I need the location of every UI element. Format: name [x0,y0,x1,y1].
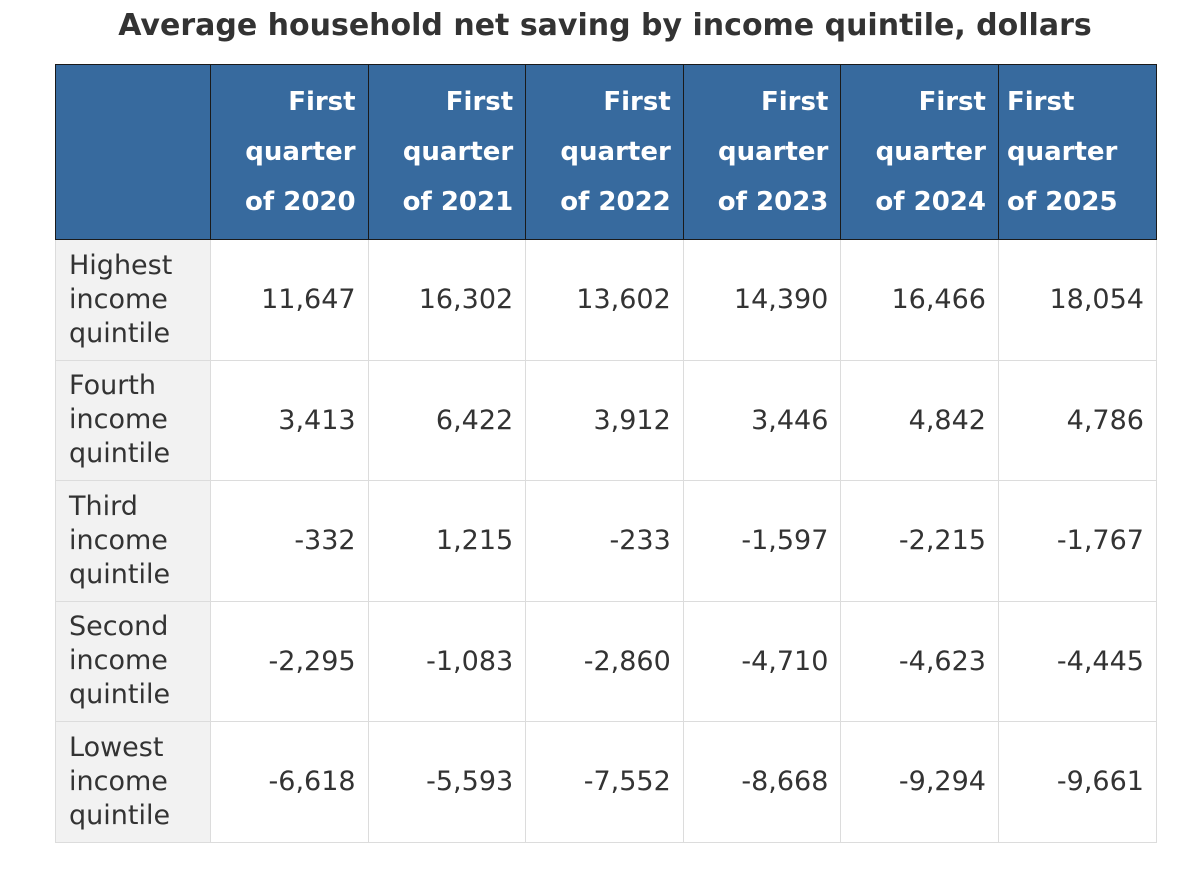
table-cell: 3,912 [525,359,684,481]
table-cell: -233 [525,480,684,602]
column-header-2020: First quarter of 2020 [210,64,369,240]
row-label-line: Highest [69,249,173,281]
column-header-line: quarter [402,137,514,167]
table-row-second: Second income quintile -2,295 -1,083 -2,… [55,600,1157,722]
table-row-third: Third income quintile -332 1,215 -233 -1… [55,480,1157,602]
column-header-line: of 2022 [560,187,671,217]
row-label: Fourth income quintile [55,359,211,481]
row-label-line: Lowest [69,731,164,763]
column-header-line: quarter [560,137,671,167]
table-cell: -9,294 [840,721,999,843]
table-cell: 13,602 [525,239,684,361]
table-cell: -1,767 [997,480,1157,602]
row-label-line: income [69,645,168,677]
table-cell: 16,466 [840,239,999,361]
row-label-line: Fourth [69,370,156,402]
table-cell: 6,422 [367,359,527,481]
table-cell: 3,446 [682,359,842,481]
column-header-line: of 2024 [875,187,986,217]
row-label-line: income [69,765,168,797]
table-cell: -2,860 [525,600,684,722]
column-header-line: First [288,87,356,117]
column-header-line: of 2023 [717,187,829,217]
table-cell: 11,647 [210,239,369,361]
table-row-lowest: Lowest income quintile -6,618 -5,593 -7,… [55,721,1157,843]
column-header-2022: First quarter of 2022 [525,64,684,240]
table-header: First quarter of 2020 First quarter of 2… [55,64,1157,240]
table-cell: 16,302 [367,239,527,361]
row-label-line: income [69,283,168,315]
column-header-line: quarter [245,137,356,167]
row-label-line: income [69,404,168,436]
column-header-line: quarter [1006,137,1118,167]
column-header-line: of 2025 [1006,187,1118,217]
table-cell: 4,786 [997,359,1157,481]
table-cell: -2,215 [840,480,999,602]
table-cell: 1,215 [367,480,527,602]
table-cell: 14,390 [682,239,842,361]
table-cell: 18,054 [997,239,1157,361]
row-label-line: quintile [69,558,171,590]
table-row-highest: Highest income quintile 11,647 16,302 13… [55,239,1157,361]
column-header-line: First [445,87,514,117]
table-cell: -4,710 [682,600,842,722]
table-cell: -332 [210,480,369,602]
row-label: Third income quintile [55,480,211,602]
table-body: Highest income quintile 11,647 16,302 13… [55,239,1157,843]
table-row-fourth: Fourth income quintile 3,413 6,422 3,912… [55,359,1157,481]
column-header-2024: First quarter of 2024 [840,64,999,240]
column-header-line: First [603,87,671,117]
column-header-2023: First quarter of 2023 [682,64,842,240]
table-cell: -2,295 [210,600,369,722]
row-label: Second income quintile [55,600,211,722]
header-corner-cell [55,64,211,240]
table-cell: -1,597 [682,480,842,602]
row-label-line: quintile [69,799,171,831]
header-row: First quarter of 2020 First quarter of 2… [55,64,1157,240]
table-cell: -8,668 [682,721,842,843]
row-label-line: quintile [69,679,171,711]
column-header-line: First [760,87,829,117]
column-header-line: First [918,87,986,117]
table-cell: 3,413 [210,359,369,481]
table-cell: -4,445 [997,600,1157,722]
table-cell: 4,842 [840,359,999,481]
column-header-line: of 2021 [402,187,514,217]
table-cell: -1,083 [367,600,527,722]
row-label: Highest income quintile [55,239,211,361]
data-table: First quarter of 2020 First quarter of 2… [55,64,1157,843]
column-header-line: quarter [875,137,986,167]
table-cell: -7,552 [525,721,684,843]
column-header-2025: First quarter of 2025 [997,64,1157,240]
column-header-line: of 2020 [245,187,356,217]
table-cell: -9,661 [997,721,1157,843]
row-label-line: quintile [69,317,171,349]
column-header-line: quarter [718,137,829,167]
row-label-line: Third [69,490,138,522]
row-label-line: income [69,524,168,556]
table-title: Average household net saving by income q… [118,8,1092,43]
column-header-2021: First quarter of 2021 [367,64,527,240]
row-label: Lowest income quintile [55,721,211,843]
table-cell: -5,593 [367,721,527,843]
table-cell: -4,623 [840,600,999,722]
table-cell: -6,618 [210,721,369,843]
row-label-line: Second [69,611,169,643]
column-header-line: First [1006,87,1075,117]
row-label-line: quintile [69,438,171,470]
